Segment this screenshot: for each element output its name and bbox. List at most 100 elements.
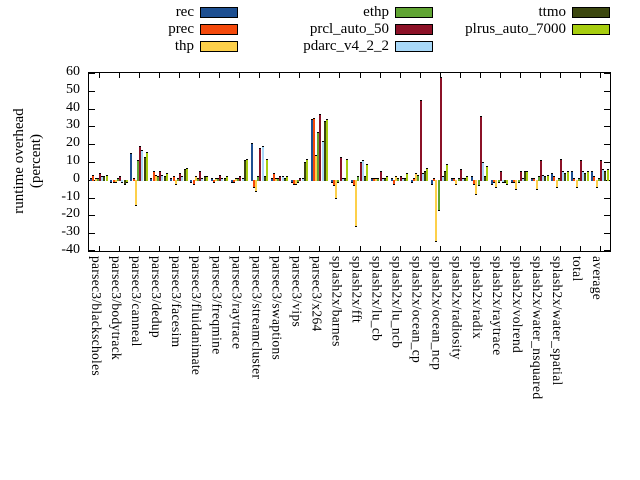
bar-plrus_auto_7000-average (606, 169, 609, 181)
legend-label: prec (168, 21, 194, 37)
y-tick-mark (604, 215, 610, 216)
x-category-label: average (589, 256, 605, 301)
bar-rec-splash2x/barnes (330, 180, 333, 183)
bar-ttmo-splash2x/volrend (524, 171, 527, 181)
bar-pdarc_v4_2_2-parsec3/x264 (321, 141, 324, 181)
bar-ethp-splash2x/ocean_ncp (437, 180, 440, 211)
bar-rec-parsec3/freqmine (210, 178, 213, 181)
x-tick-mark (520, 246, 521, 251)
bar-prcl_auto_50-parsec3/swaptions (279, 176, 282, 181)
bar-plrus_auto_7000-splash2x/lu_ncb (406, 173, 409, 181)
bar-plrus_auto_7000-splash2x/volrend (526, 171, 529, 181)
x-tick-mark (99, 73, 100, 78)
bar-ethp-splash2x/lu_cb (377, 178, 380, 181)
legend-swatch-rec (200, 7, 238, 18)
x-category-label: splash2x/water_nsquared (529, 256, 545, 400)
x-category-label: parsec3/vips (289, 256, 305, 328)
bar-rec-parsec3/bodytrack (110, 180, 113, 183)
bar-prec-parsec3/facesim (172, 176, 175, 181)
y-tick-label: 50 (66, 82, 80, 97)
bar-prec-splash2x/ocean_ncp (433, 178, 436, 181)
x-category-label: splash2x/ocean_ncp (429, 256, 445, 371)
legend-label: ethp (363, 4, 389, 20)
bar-prec-splash2x/fft (352, 180, 355, 186)
bar-rec-splash2x/ocean_ncp (430, 180, 433, 185)
bar-thp-splash2x/water_nsquared (535, 180, 538, 190)
bar-plrus_auto_7000-splash2x/water_nsquared (546, 175, 549, 181)
bar-rec-splash2x/water_nsquared (531, 178, 534, 181)
legend-entry-prec: prec (0, 21, 238, 37)
x-tick-mark (139, 246, 140, 251)
bar-prec-splash2x/ocean_cp (413, 178, 415, 181)
x-category-label: splash2x/ocean_cp (409, 256, 425, 364)
bar-plrus_auto_7000-parsec3/x264 (326, 119, 328, 181)
bar-prec-total (573, 178, 576, 181)
bar-ttmo-parsec3/facesim (183, 169, 186, 181)
bar-prcl_auto_50-splash2x/radix (479, 116, 482, 181)
x-tick-mark (420, 73, 421, 78)
bar-rec-splash2x/radiosity (450, 178, 453, 181)
bar-plrus_auto_7000-parsec3/blackscholes (105, 175, 108, 181)
bar-prec-parsec3/streamcluster (252, 180, 255, 188)
bar-plrus_auto_7000-parsec3/bodytrack (125, 180, 128, 183)
x-tick-mark (199, 73, 200, 78)
bar-plrus_auto_7000-parsec3/freqmine (225, 176, 228, 181)
y-tick-label: 30 (66, 117, 80, 132)
x-tick-mark (520, 73, 521, 78)
bar-prcl_auto_50-parsec3/fluidanimate (199, 171, 202, 181)
bar-pdarc_v4_2_2-parsec3/fluidanimate (201, 178, 204, 181)
bar-rec-parsec3/dedup (150, 178, 153, 181)
bar-rec-parsec3/blackscholes (90, 178, 93, 181)
x-tick-mark (480, 246, 481, 251)
bar-ttmo-parsec3/raytrace (243, 160, 246, 181)
bar-ethp-splash2x/radiosity (457, 178, 460, 181)
y-tick-mark (89, 233, 95, 234)
legend-swatch-ttmo (572, 7, 610, 18)
bar-prec-splash2x/barnes (332, 180, 335, 186)
bar-pdarc_v4_2_2-parsec3/swaptions (281, 176, 284, 181)
legend-entry-thp: thp (0, 39, 238, 54)
bar-ethp-splash2x/fft (357, 176, 360, 181)
bar-ethp-splash2x/ocean_cp (417, 175, 420, 181)
bar-prec-parsec3/x264 (312, 118, 315, 181)
bar-thp-splash2x/lu_ncb (395, 176, 398, 181)
y-tick-mark (604, 144, 610, 145)
bar-thp-average (595, 180, 598, 188)
bar-ttmo-splash2x/lu_ncb (404, 178, 406, 181)
legend-label: prcl_auto_50 (309, 21, 389, 37)
bar-thp-splash2x/volrend (515, 180, 518, 190)
bar-prec-parsec3/canneal (132, 178, 135, 181)
bar-prcl_auto_50-splash2x/water_nsquared (539, 160, 542, 181)
x-tick-mark (299, 73, 300, 78)
legend-entry-ethp: ethp (133, 4, 433, 20)
y-tick-label: 20 (66, 135, 80, 150)
bar-pdarc_v4_2_2-parsec3/raytrace (241, 178, 244, 181)
bar-rec-splash2x/raytrace (491, 180, 493, 185)
bar-prec-parsec3/swaptions (272, 173, 275, 181)
x-category-label: parsec3/swaptions (269, 256, 285, 361)
bar-prcl_auto_50-total (579, 160, 582, 181)
bar-plrus_auto_7000-splash2x/ocean_ncp (446, 164, 449, 181)
bar-plrus_auto_7000-splash2x/water_spatial (566, 171, 569, 181)
bar-prcl_auto_50-parsec3/freqmine (219, 175, 222, 181)
bar-pdarc_v4_2_2-parsec3/vips (301, 178, 304, 181)
y-tick-label: 10 (66, 153, 80, 168)
bar-pdarc_v4_2_2-parsec3/blackscholes (101, 176, 104, 181)
bar-prcl_auto_50-parsec3/canneal (139, 146, 142, 181)
legend-entry-ttmo: ttmo (310, 5, 610, 20)
bar-prcl_auto_50-splash2x/radiosity (459, 169, 462, 181)
x-tick-mark (580, 73, 581, 78)
x-category-label: parsec3/x264 (309, 256, 325, 332)
x-tick-mark (460, 246, 461, 251)
x-category-label: splash2x/fft (349, 256, 365, 324)
bar-thp-parsec3/canneal (134, 180, 137, 206)
bar-ethp-splash2x/water_spatial (557, 178, 560, 181)
bar-thp-splash2x/barnes (335, 180, 338, 199)
bar-pdarc_v4_2_2-average (602, 169, 605, 181)
bar-pdarc_v4_2_2-splash2x/ocean_ncp (441, 176, 444, 181)
x-tick-mark (600, 246, 601, 251)
bar-thp-splash2x/raytrace (495, 180, 498, 188)
bar-thp-splash2x/ocean_ncp (435, 180, 438, 242)
x-category-label: parsec3/dedup (149, 256, 165, 338)
